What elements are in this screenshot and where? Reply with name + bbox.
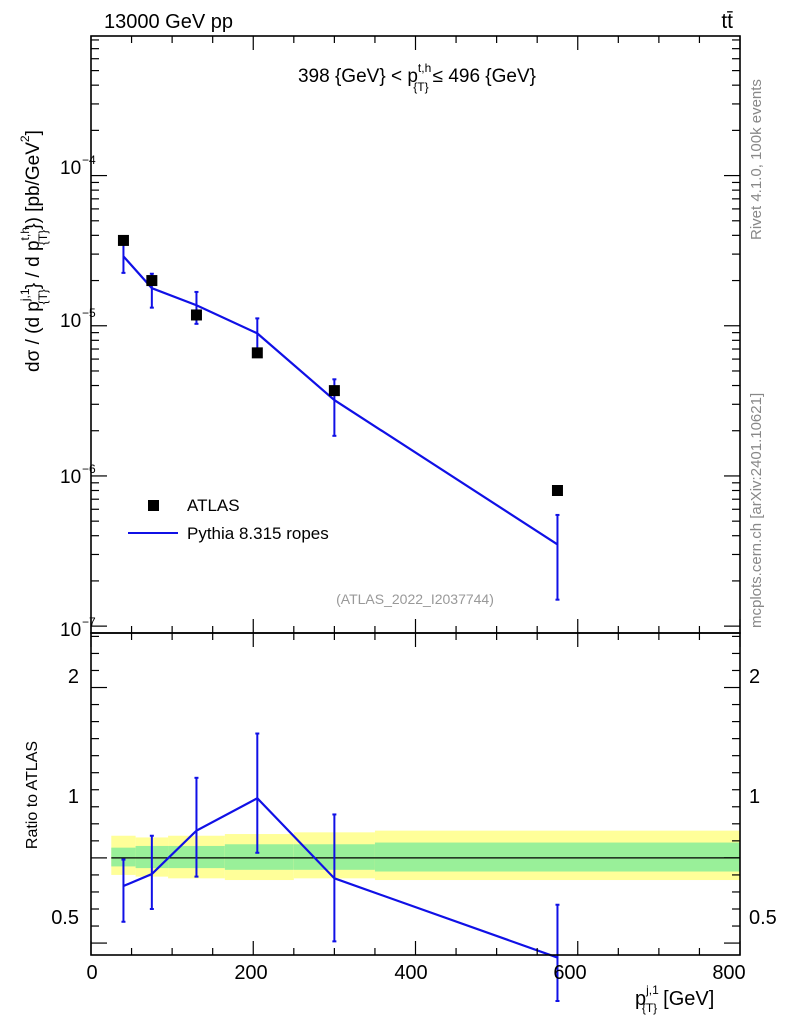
data-point [251, 347, 263, 359]
main-title-sub: {T} [413, 80, 428, 94]
main-title-rhs: ≤ 496 {GeV} [433, 66, 536, 87]
xlabel-base: p [635, 988, 646, 1010]
data-point [117, 234, 129, 246]
data-point [551, 485, 563, 497]
main-ticks [90, 36, 741, 633]
xlabel-sup: j,1 [645, 983, 659, 997]
data-point [328, 385, 340, 397]
main-ylabel-a-sup: j,1 [18, 288, 32, 302]
ratio-ytick-label-2: 2 [68, 666, 79, 688]
energy-label: 13000 GeV pp [104, 11, 233, 33]
xtick-label-0: 0 [86, 962, 97, 984]
uncertainty-band-inner [374, 842, 740, 872]
legend-marker-atlas [148, 500, 159, 511]
main-ytick-label-2: 10 −6 [60, 462, 96, 488]
main-ytick-exp: −7 [82, 615, 96, 629]
uncertainty-band-inner [111, 847, 136, 867]
main-panel: 398 {GeV} < pt,h {T} ≤ 496 {GeV} dσ / (d p… [18, 35, 741, 641]
main-title-lhs: 398 {GeV} < p [298, 66, 418, 87]
ratio-mc-series [121, 732, 560, 1002]
rivet-label: Rivet 4.1.0, 100k events [748, 79, 765, 240]
main-ytick-label-3: 10 −7 [60, 615, 96, 641]
process-label: tt̄ [721, 10, 733, 33]
xlabel-sub: {T} [642, 1001, 657, 1015]
data-point [146, 275, 158, 287]
ratio-ytick-label-0: 0.5 [51, 907, 79, 929]
legend-label-atlas: ATLAS [187, 496, 240, 515]
main-ytick-base: 10 [60, 620, 81, 641]
xtick-label-200: 200 [234, 962, 267, 984]
ratio-ytick-label-1: 1 [68, 786, 79, 808]
ratio-ylabel: Ratio to ATLAS [24, 741, 41, 849]
data-point [190, 309, 202, 321]
main-ytick-base: 10 [60, 467, 81, 488]
main-title: 398 {GeV} < pt,h {T} ≤ 496 {GeV} [298, 61, 536, 94]
xtick-label-600: 600 [553, 962, 586, 984]
main-mc-series [121, 242, 560, 601]
ratio-ytick-label-right-1: 1 [749, 786, 760, 808]
main-ylabel: dσ / (d pj,1 {T}} / d pt,h {T}}) [pb/GeV2] [18, 130, 50, 372]
xlabel-rest: [GeV] [663, 988, 714, 1010]
ratio-bands [111, 830, 740, 881]
main-ytick-label-1: 10 −5 [60, 306, 96, 332]
main-ylabel-b: } / d p [23, 240, 44, 289]
ratio-mc-line [123, 796, 558, 959]
legend-label-mc: Pythia 8.315 ropes [187, 524, 329, 543]
main-ytick-base: 10 [60, 158, 81, 179]
main-ytick-label-0: 10 −4 [60, 153, 96, 179]
main-ylabel-d: ] [23, 130, 44, 135]
main-ylabel-c-sup: 2 [18, 135, 32, 142]
xtick-label-800: 800 [712, 962, 745, 984]
ratio-ytick-label-right-0: 0.5 [749, 907, 777, 929]
ratio-frame [90, 632, 741, 956]
main-ylabel-b-sub: {T} [36, 230, 50, 245]
main-frame [90, 35, 741, 634]
main-data-series [117, 234, 563, 497]
main-ylabel-b-sup: t,h [18, 227, 32, 240]
watermark: (ATLAS_2022_I2037744) [336, 591, 494, 607]
ratio-ytick-label-right-2: 2 [749, 666, 760, 688]
main-ytick-exp: −4 [82, 153, 96, 167]
main-ytick-exp: −5 [82, 306, 96, 320]
main-ytick-exp: −6 [82, 462, 96, 476]
main-ylabel-a: dσ / (d p [23, 301, 44, 372]
main-ylabel-a-sub: {T} [36, 289, 50, 304]
xlabel: pj,1 {T} [GeV] [635, 983, 714, 1015]
main-ytick-base: 10 [60, 311, 81, 332]
ratio-panel: 2 1 0.5 2 1 0.5 Ratio to ATLAS 0 200 400… [24, 632, 777, 1015]
legend: ATLAS Pythia 8.315 ropes [128, 496, 329, 543]
mcplots-label: mcplots.cern.ch [arXiv:2401.10621] [748, 393, 765, 628]
main-title-sup: t,h [418, 61, 431, 75]
main-ylabel-c: }) [pb/GeV [23, 142, 44, 230]
uncertainty-band-inner [224, 844, 294, 870]
xtick-label-400: 400 [394, 962, 427, 984]
